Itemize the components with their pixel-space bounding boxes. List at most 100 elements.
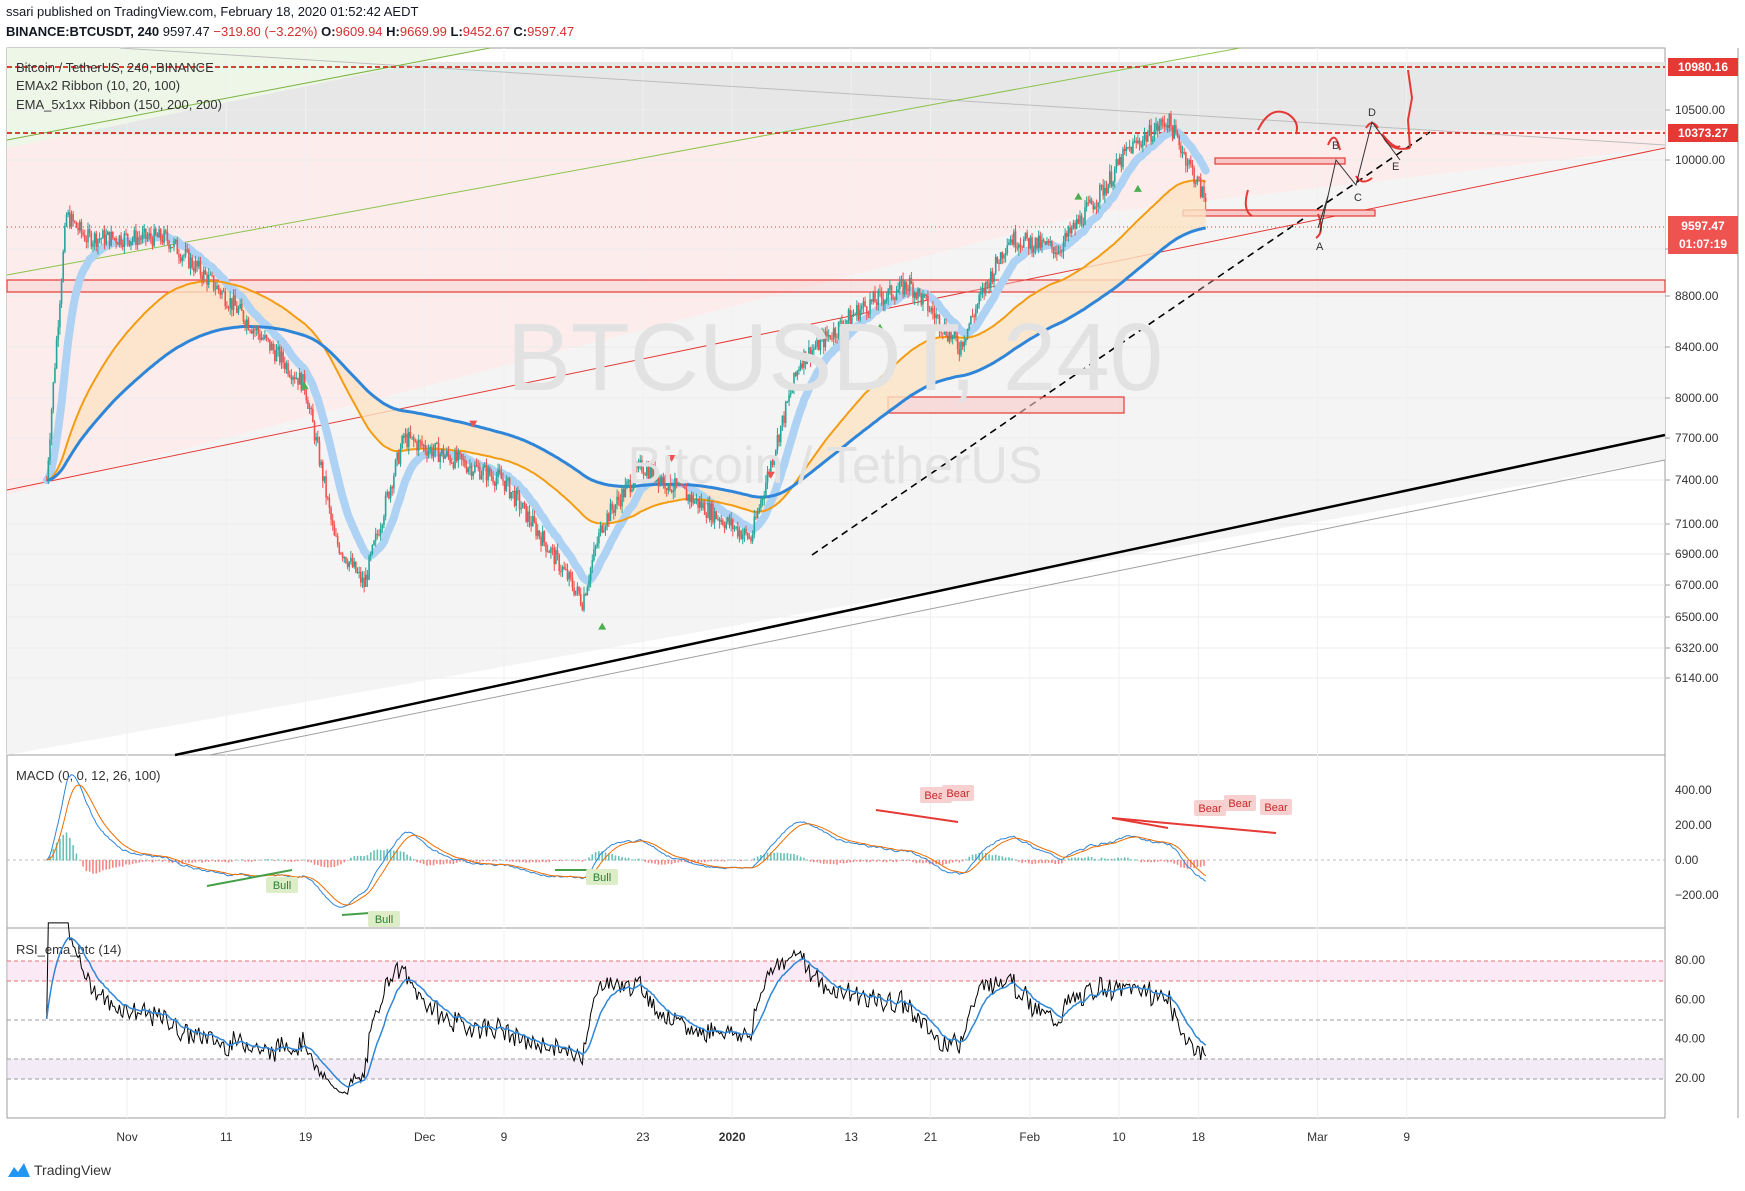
macd-bar [181, 860, 184, 864]
price-tick: 10000.00 [1675, 153, 1725, 167]
bull-signal-tag: Bull [586, 869, 618, 885]
candle-body [1085, 202, 1088, 208]
buy-marker [1133, 184, 1142, 192]
macd-pane[interactable] [6, 754, 1666, 929]
macd-bar [462, 860, 465, 862]
macd-bar [912, 860, 914, 863]
macd-bar [545, 860, 547, 863]
macd-bar [360, 855, 362, 861]
legend-ind1[interactable]: EMAx2 Ribbon (10, 20, 100) [16, 78, 180, 93]
macd-bar [710, 860, 713, 862]
macd-signal [46, 784, 1207, 906]
candle-body [827, 335, 830, 337]
candle-body [219, 290, 222, 295]
trendline-red[interactable] [6, 147, 1666, 491]
macd-bar [221, 860, 223, 862]
macd-bar [118, 860, 121, 867]
candle-body [826, 331, 828, 337]
candle-body [78, 221, 81, 231]
price-tick: 6140.00 [1675, 671, 1719, 685]
zone-9700[interactable] [1182, 209, 1376, 217]
candle-body [662, 477, 665, 484]
legend-ind2[interactable]: EMA_5x1xx Ribbon (150, 200, 200) [16, 97, 222, 112]
candle-body [156, 234, 159, 238]
zone-10100[interactable] [1214, 157, 1346, 165]
candle-body [611, 503, 613, 510]
candle-body [612, 509, 615, 513]
candle-body [912, 283, 914, 298]
price-axis[interactable]: 10500.0010000.009200.008800.008400.00800… [1665, 103, 1725, 685]
macd-bar [217, 860, 220, 862]
macd-axis[interactable]: 400.00 200.00 0.00 −200.00 [1675, 783, 1719, 902]
macd-bar [1094, 858, 1096, 861]
candle-body [110, 231, 112, 246]
macd-bar [403, 851, 405, 861]
candle-body [73, 221, 76, 223]
time-axis[interactable]: Nov 11 19 Dec 9 23 2020 13 21 Feb 10 18 Mar 9 [116, 1130, 1410, 1144]
macd-bar [1034, 860, 1037, 864]
price-tick: 10500.00 [1675, 103, 1725, 117]
macd-bar [541, 860, 544, 862]
price-tick: 6700.00 [1675, 578, 1719, 592]
trendline-gray[interactable] [119, 47, 1666, 146]
trendline-green-1[interactable] [6, 47, 491, 141]
candle-body [274, 349, 276, 362]
candle-body [335, 535, 337, 537]
candle-body [847, 309, 850, 321]
candle-body [953, 331, 956, 336]
candle-body [758, 508, 761, 512]
candle-body [211, 274, 213, 276]
candle-body [710, 503, 713, 520]
macd-bar [945, 860, 947, 865]
macd-bar [869, 860, 871, 863]
macd-bar [449, 860, 451, 864]
candle-body [1105, 187, 1108, 194]
candle-body [1138, 140, 1141, 145]
support-line-black[interactable] [174, 433, 1666, 757]
macd-bar [720, 860, 723, 862]
candle-body [255, 327, 258, 331]
macd-bar [234, 859, 236, 861]
macd-bar [376, 849, 379, 861]
trendline-green-2[interactable] [6, 47, 1241, 276]
macd-bar [498, 859, 501, 861]
candle-body [763, 495, 766, 499]
macd-bar [697, 860, 699, 863]
macd-bar [1113, 858, 1116, 861]
macd-tick: −200.00 [1675, 888, 1719, 902]
candle-body [649, 466, 651, 480]
macd-bar [634, 859, 637, 861]
candle-body [860, 306, 863, 310]
candle-body [918, 288, 921, 294]
candle-body [1137, 140, 1139, 143]
candlestick-series[interactable] [45, 110, 1207, 613]
macd-bar [108, 860, 111, 870]
macd-bar [204, 860, 207, 862]
candle-body [260, 337, 263, 340]
macd-bar [641, 859, 643, 861]
rsi-axis[interactable]: 80.00 60.00 40.00 20.00 [1675, 953, 1705, 1085]
candle-body [920, 293, 923, 305]
support-line-gray[interactable] [209, 459, 1666, 756]
zone-9200[interactable] [6, 279, 1666, 293]
candle-body [1120, 157, 1123, 168]
badge-last [1668, 216, 1738, 254]
macd-bar [346, 860, 349, 861]
candle-body [323, 476, 326, 481]
macd-bar [1024, 860, 1027, 863]
tradingview-logo[interactable]: TradingView [8, 1162, 111, 1178]
candle-body [361, 577, 364, 583]
candle-body [1064, 233, 1066, 242]
candle-body [1166, 125, 1169, 129]
candle-body [819, 338, 822, 351]
macd-bar [227, 860, 230, 863]
candle-body [1037, 235, 1040, 249]
rsi-pane[interactable] [6, 927, 1666, 1119]
publish-info: ssari published on TradingView.com, Febr… [6, 4, 419, 19]
candle-body [295, 377, 298, 379]
candle-body [320, 461, 322, 466]
time-tick: 23 [636, 1130, 650, 1144]
macd-bar [240, 859, 243, 861]
candle-body [275, 349, 278, 362]
